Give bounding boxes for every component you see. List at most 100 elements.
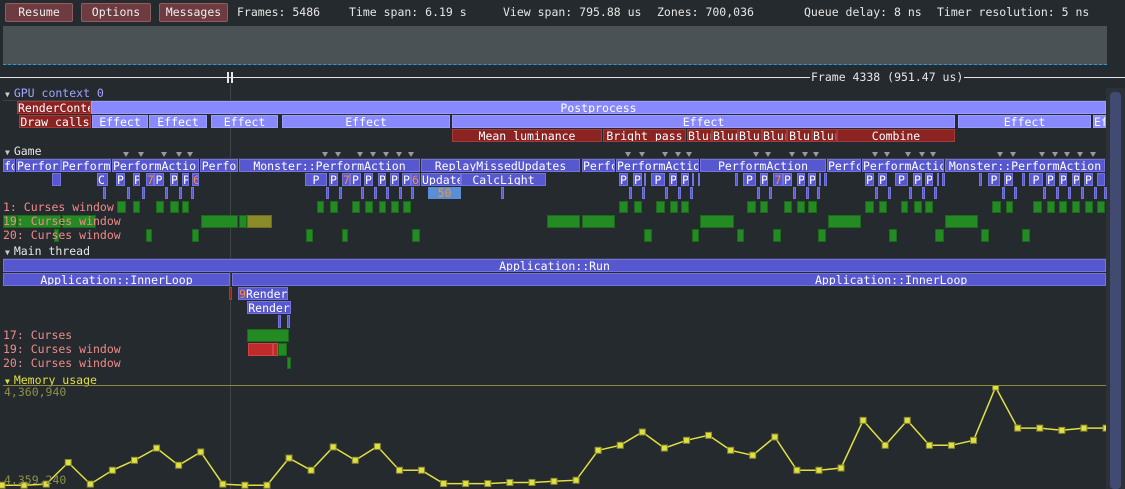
cpu-zone[interactable]: Perfo [200,159,238,172]
memory-data-point[interactable] [925,441,933,449]
message-marker-icon[interactable] [930,152,936,157]
gpu-zone-effect[interactable]: Effect [282,115,450,128]
message-marker-icon[interactable] [1064,152,1070,157]
cpu-zone[interactable]: P [364,173,373,186]
cpu-zone[interactable] [690,187,693,199]
memory-data-point[interactable] [749,451,757,459]
memory-data-point[interactable] [351,456,359,464]
message-marker-icon[interactable] [322,152,328,157]
memory-data-point[interactable] [881,441,889,449]
thread-zone[interactable] [239,215,247,228]
thread-zone[interactable] [248,343,273,356]
memory-data-point[interactable] [970,436,978,444]
thread-zone[interactable] [273,343,278,356]
message-marker-icon[interactable] [675,152,681,157]
cpu-zone[interactable]: 7 [146,173,154,186]
memory-data-point[interactable] [241,481,249,489]
thread-zone[interactable] [818,229,826,242]
thread-zone[interactable] [945,215,978,228]
message-marker-icon[interactable] [625,152,631,157]
thread-zone[interactable] [644,229,652,242]
thread-zone[interactable] [992,201,1001,213]
gpu-zone-pass[interactable]: Blur [687,129,712,142]
main-thread-header[interactable]: ▼ Main thread [5,244,90,260]
thread-zone[interactable] [403,201,411,213]
thread-zone[interactable] [1097,201,1105,213]
cpu-zone[interactable] [979,173,982,186]
message-marker-icon[interactable] [335,152,341,157]
message-marker-icon[interactable] [872,152,878,157]
cpu-zone[interactable]: 6 [192,173,199,186]
message-marker-icon[interactable] [765,152,771,157]
cpu-zone[interactable] [824,173,827,186]
message-marker-icon[interactable] [408,152,414,157]
cpu-zone[interactable] [165,187,168,199]
memory-data-point[interactable] [219,480,227,488]
memory-data-point[interactable] [1102,424,1106,432]
thread-zone[interactable] [379,201,386,213]
cpu-zone[interactable] [888,187,891,199]
memory-data-point[interactable] [616,441,624,449]
memory-data-point[interactable] [837,464,845,472]
thread-zone[interactable] [547,215,580,228]
cpu-zone[interactable] [103,187,106,199]
cpu-zone[interactable]: Perform [61,159,111,172]
thread-zone[interactable] [808,201,817,213]
cpu-zone[interactable]: P [1029,173,1043,186]
memory-data-point[interactable] [859,416,867,424]
vertical-scrollbar[interactable] [1106,88,1125,489]
gpu-zone-pass[interactable]: Mean luminance [452,129,602,142]
cpu-zone[interactable] [1014,187,1017,199]
cpu-zone[interactable]: Monster::PerformAction [239,159,420,172]
message-marker-icon[interactable] [813,152,819,157]
memory-data-point[interactable] [418,466,426,474]
cpu-zone[interactable]: P [133,173,140,186]
message-marker-icon[interactable] [1039,152,1045,157]
cpu-zone[interactable] [1043,187,1046,199]
memory-data-point[interactable] [638,428,646,436]
memory-data-point[interactable] [682,436,690,444]
memory-data-point[interactable] [153,444,161,452]
cpu-zone[interactable]: PerformActic [862,159,944,172]
memory-data-point[interactable] [64,459,72,466]
cpu-zone[interactable]: P [878,173,887,186]
cpu-zone[interactable] [374,187,377,199]
cpu-zone[interactable] [678,187,681,199]
cpu-zone[interactable] [875,187,878,199]
cpu-zone[interactable]: PerformActio [616,159,699,172]
memory-data-point[interactable] [86,480,94,488]
message-marker-icon[interactable] [138,152,144,157]
cpu-zone[interactable] [793,187,796,199]
cpu-zone[interactable]: P [329,173,338,186]
cpu-zone[interactable]: P [895,173,908,186]
thread-zone[interactable] [1022,229,1030,242]
cpu-zone[interactable]: 7 [773,173,783,186]
cpu-zone[interactable]: P [350,173,361,186]
thread-zone[interactable] [3,215,17,228]
cpu-zone[interactable] [501,187,504,199]
memory-data-point[interactable] [42,480,50,488]
thread-zone[interactable] [828,215,861,228]
thread-zone[interactable] [889,229,897,242]
cpu-zone[interactable]: P [865,173,874,186]
cpu-zone[interactable] [757,187,760,199]
cpu-zone[interactable] [934,187,937,199]
thread-zone[interactable] [278,343,287,356]
gpu-zone-pass[interactable]: Blu [787,129,812,142]
gpu-zone-pass[interactable]: Blur [712,129,738,142]
thread-zone[interactable] [879,201,887,213]
thread-zone[interactable] [170,201,179,213]
cpu-zone[interactable]: P [116,173,125,186]
cpu-zone[interactable] [127,187,130,199]
thread-zone[interactable] [62,215,96,228]
thread-zone[interactable] [306,229,313,242]
memory-data-point[interactable] [197,448,205,456]
cpu-zone-render[interactable]: Render [247,301,291,314]
thread-zone[interactable] [1033,201,1042,213]
cpu-zone[interactable]: P [154,173,164,186]
gpu-zone-effect[interactable]: Effect [149,115,207,128]
thread-zone[interactable] [330,201,338,213]
cpu-zone[interactable]: P [402,173,411,186]
cpu-zone[interactable]: P [1059,173,1067,186]
memory-data-point[interactable] [130,456,138,464]
